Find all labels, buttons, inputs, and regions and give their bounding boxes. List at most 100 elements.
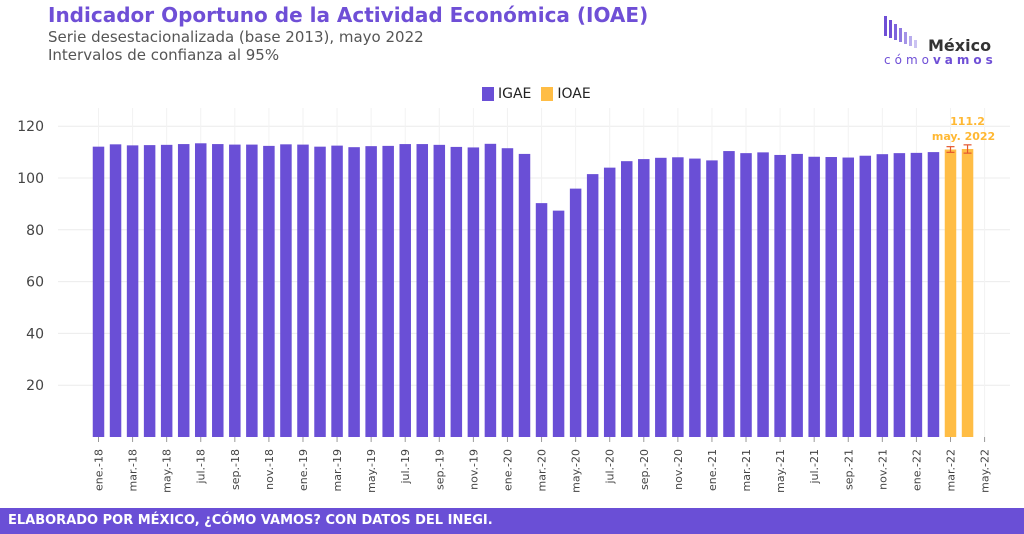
y-tick-label: 40 (26, 326, 44, 342)
igae-bar (263, 145, 275, 437)
x-tick-label: may.-19 (365, 449, 378, 493)
x-tick-label: jul.-18 (195, 449, 208, 485)
igae-bar (314, 146, 326, 437)
igae-bar (92, 146, 105, 437)
x-tick-label: mar.-20 (536, 449, 549, 491)
x-tick-label: mar.-22 (945, 449, 958, 491)
chart-title: Indicador Oportuno de la Actividad Econó… (48, 3, 649, 27)
logo-bars-icon (884, 16, 917, 48)
legend-label-ioae: IOAE (557, 86, 591, 102)
igae-bar (109, 144, 122, 437)
igae-bar (280, 144, 292, 437)
igae-bar (126, 145, 139, 437)
igae-bar (740, 153, 752, 438)
x-tick-label: jul.-19 (399, 449, 412, 485)
legend-label-igae: IGAE (498, 86, 532, 102)
igae-bar (382, 145, 394, 437)
chart-subtitle-ci: Intervalos de confianza al 95% (48, 46, 280, 64)
x-tick-label: jul.-21 (808, 449, 821, 485)
igae-bar (706, 160, 718, 437)
igae-bar (927, 152, 940, 437)
y-tick-label: 20 (26, 378, 44, 394)
igae-bar (535, 203, 548, 437)
igae-bar (212, 144, 224, 438)
ioae-bar (961, 148, 974, 437)
x-tick-label: mar.-18 (127, 449, 140, 491)
igae-bar (194, 143, 207, 437)
x-tick-label: may.-22 (979, 449, 992, 493)
igae-bar (501, 148, 514, 437)
igae-bar (825, 157, 837, 437)
igae-bar (433, 144, 446, 437)
x-tick-label: jul.-20 (604, 449, 617, 485)
igae-bar (655, 157, 667, 437)
igae-bar (910, 152, 923, 437)
x-tick-label: may.-21 (774, 449, 787, 493)
x-tick-label: ene.-22 (910, 449, 923, 491)
x-tick-label: ene.-20 (501, 449, 514, 491)
y-tick-label: 120 (17, 119, 44, 135)
igae-bar (842, 157, 855, 437)
igae-bar (620, 161, 633, 438)
y-tick-label: 60 (26, 275, 44, 291)
igae-bar (603, 167, 616, 437)
igae-bar (143, 145, 156, 437)
ioae-bar (944, 149, 957, 437)
igae-bar (723, 151, 735, 437)
legend-item-ioae: IOAE (541, 86, 591, 102)
igae-bar (518, 153, 531, 437)
igae-bar (467, 147, 480, 438)
x-tick-label: mar.-19 (331, 449, 344, 491)
x-tick-label: sep.-19 (433, 449, 446, 490)
igae-bar (177, 144, 190, 438)
chart-subtitle: Serie desestacionalizada (base 2013), ma… (48, 28, 424, 46)
legend-swatch-ioae (541, 87, 554, 101)
igae-bar (484, 143, 497, 437)
logo-subtitle: cómovamos (884, 53, 997, 67)
igae-bar (246, 144, 258, 438)
annotation-value: 111.2 (950, 115, 985, 128)
igae-bar (399, 144, 411, 438)
x-tick-label: may.-20 (570, 449, 583, 493)
footer-credit: ELABORADO POR MÉXICO, ¿CÓMO VAMOS? CON D… (0, 508, 1024, 534)
igae-bar (586, 174, 599, 438)
igae-bar (416, 144, 429, 438)
logo-word: México (928, 36, 992, 55)
x-tick-label: nov.-18 (263, 449, 276, 490)
igae-bar (859, 155, 872, 437)
mexico-como-vamos-logo: México cómovamos (880, 14, 1010, 70)
x-tick-label: nov.-19 (467, 449, 480, 490)
x-tick-label: nov.-21 (876, 449, 889, 490)
x-tick-label: sep.-18 (229, 449, 242, 490)
y-tick-label: 100 (17, 171, 44, 187)
igae-bar (791, 153, 803, 437)
igae-bar (774, 154, 786, 437)
bar-chart: 20 40 60 80 100 120 111.2 may. 2022 ene.-18 mar.-… (17, 108, 1010, 493)
igae-bar (808, 156, 820, 437)
x-tick-label: ene.-19 (297, 449, 310, 491)
igae-bar (552, 210, 565, 437)
chart-legend: IGAE IOAE (482, 86, 597, 102)
igae-bar (569, 188, 582, 437)
annotation-label: may. 2022 (932, 130, 995, 143)
legend-item-igae: IGAE (482, 86, 531, 102)
x-tick-label: mar.-21 (740, 449, 753, 491)
igae-bar (689, 158, 701, 437)
igae-bar (365, 146, 377, 437)
x-tick-label: may.-18 (161, 449, 174, 493)
x-tick-label: ene.-18 (93, 449, 106, 491)
x-tick-label: sep.-21 (842, 449, 855, 490)
x-tick-label: ene.-21 (706, 449, 719, 491)
y-tick-label: 80 (26, 223, 44, 239)
x-tick-label: nov.-20 (672, 449, 685, 490)
igae-bar (297, 144, 309, 438)
igae-bar (893, 153, 906, 438)
igae-bar (348, 147, 360, 437)
igae-bar (757, 152, 769, 437)
igae-bar (672, 157, 684, 437)
igae-bar (450, 146, 463, 438)
x-tick-label: sep.-20 (638, 449, 651, 490)
legend-swatch-igae (482, 87, 494, 101)
igae-bar (876, 154, 889, 437)
igae-bar (229, 144, 241, 438)
